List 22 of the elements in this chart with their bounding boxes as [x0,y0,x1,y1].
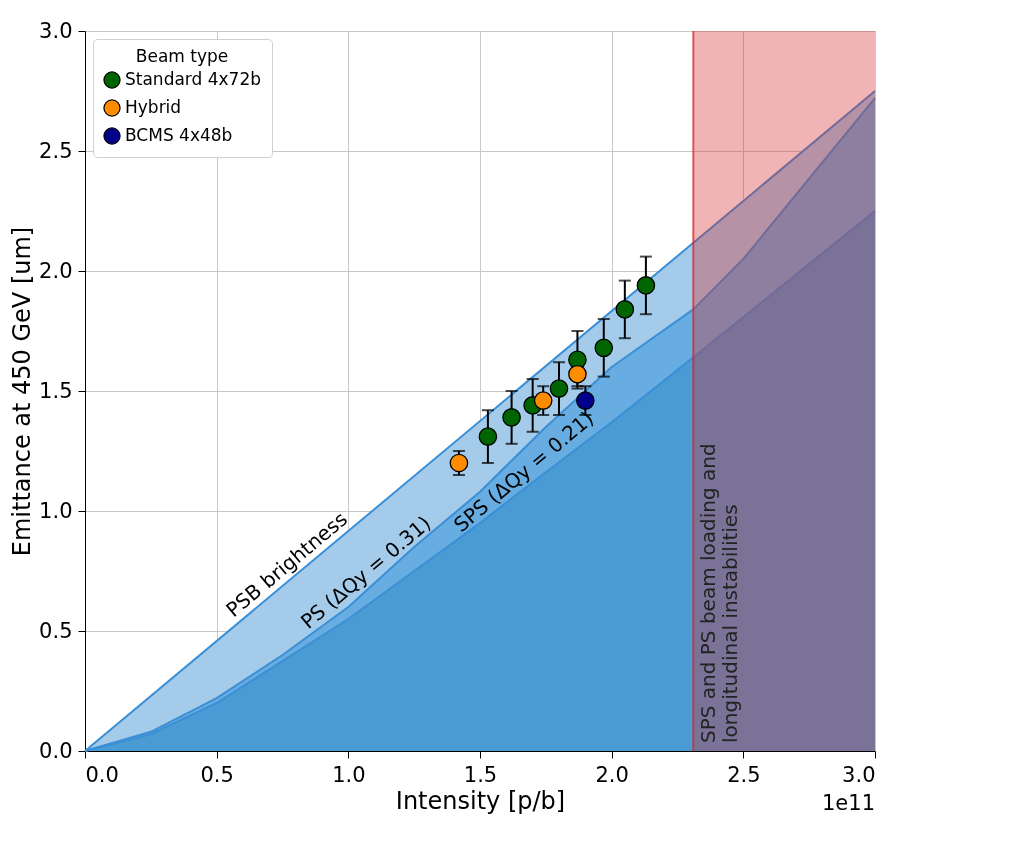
x-tick-label: 2.5 [727,762,761,787]
text: 1e11 [821,791,875,815]
x-tick-label: 0.0 [85,762,119,787]
band-label: SPS and PS beam loading and longitudinal instabilities [696,443,743,743]
x-tick-label: 1.0 [332,762,366,787]
x-axis-title: Intensity [p/b] [395,786,566,815]
legend-label: Standard 4x72b [125,69,262,89]
y-tick-label: 2.5 [39,138,73,163]
legend-label: BCMS 4x48b [125,125,233,145]
legend-title: Beam type [135,46,229,66]
y-tick-label: 2.0 [39,258,73,283]
y-axis-title: Emittance at 450 GeV [um] [8,226,37,557]
y-tick-label: 1.0 [39,498,73,523]
x-tick-label: 3.0 [842,762,876,787]
y-tick-label: 0.5 [39,618,73,643]
y-tick-label: 1.5 [39,378,73,403]
y-tick-label: 3.0 [39,18,73,43]
x-tick-label: 2.0 [595,762,629,787]
legend-label: Hybrid [125,97,182,117]
x-tick-label: 0.5 [200,762,234,787]
y-tick-label: 0.0 [39,738,73,763]
x-tick-label: 1.5 [463,762,498,787]
